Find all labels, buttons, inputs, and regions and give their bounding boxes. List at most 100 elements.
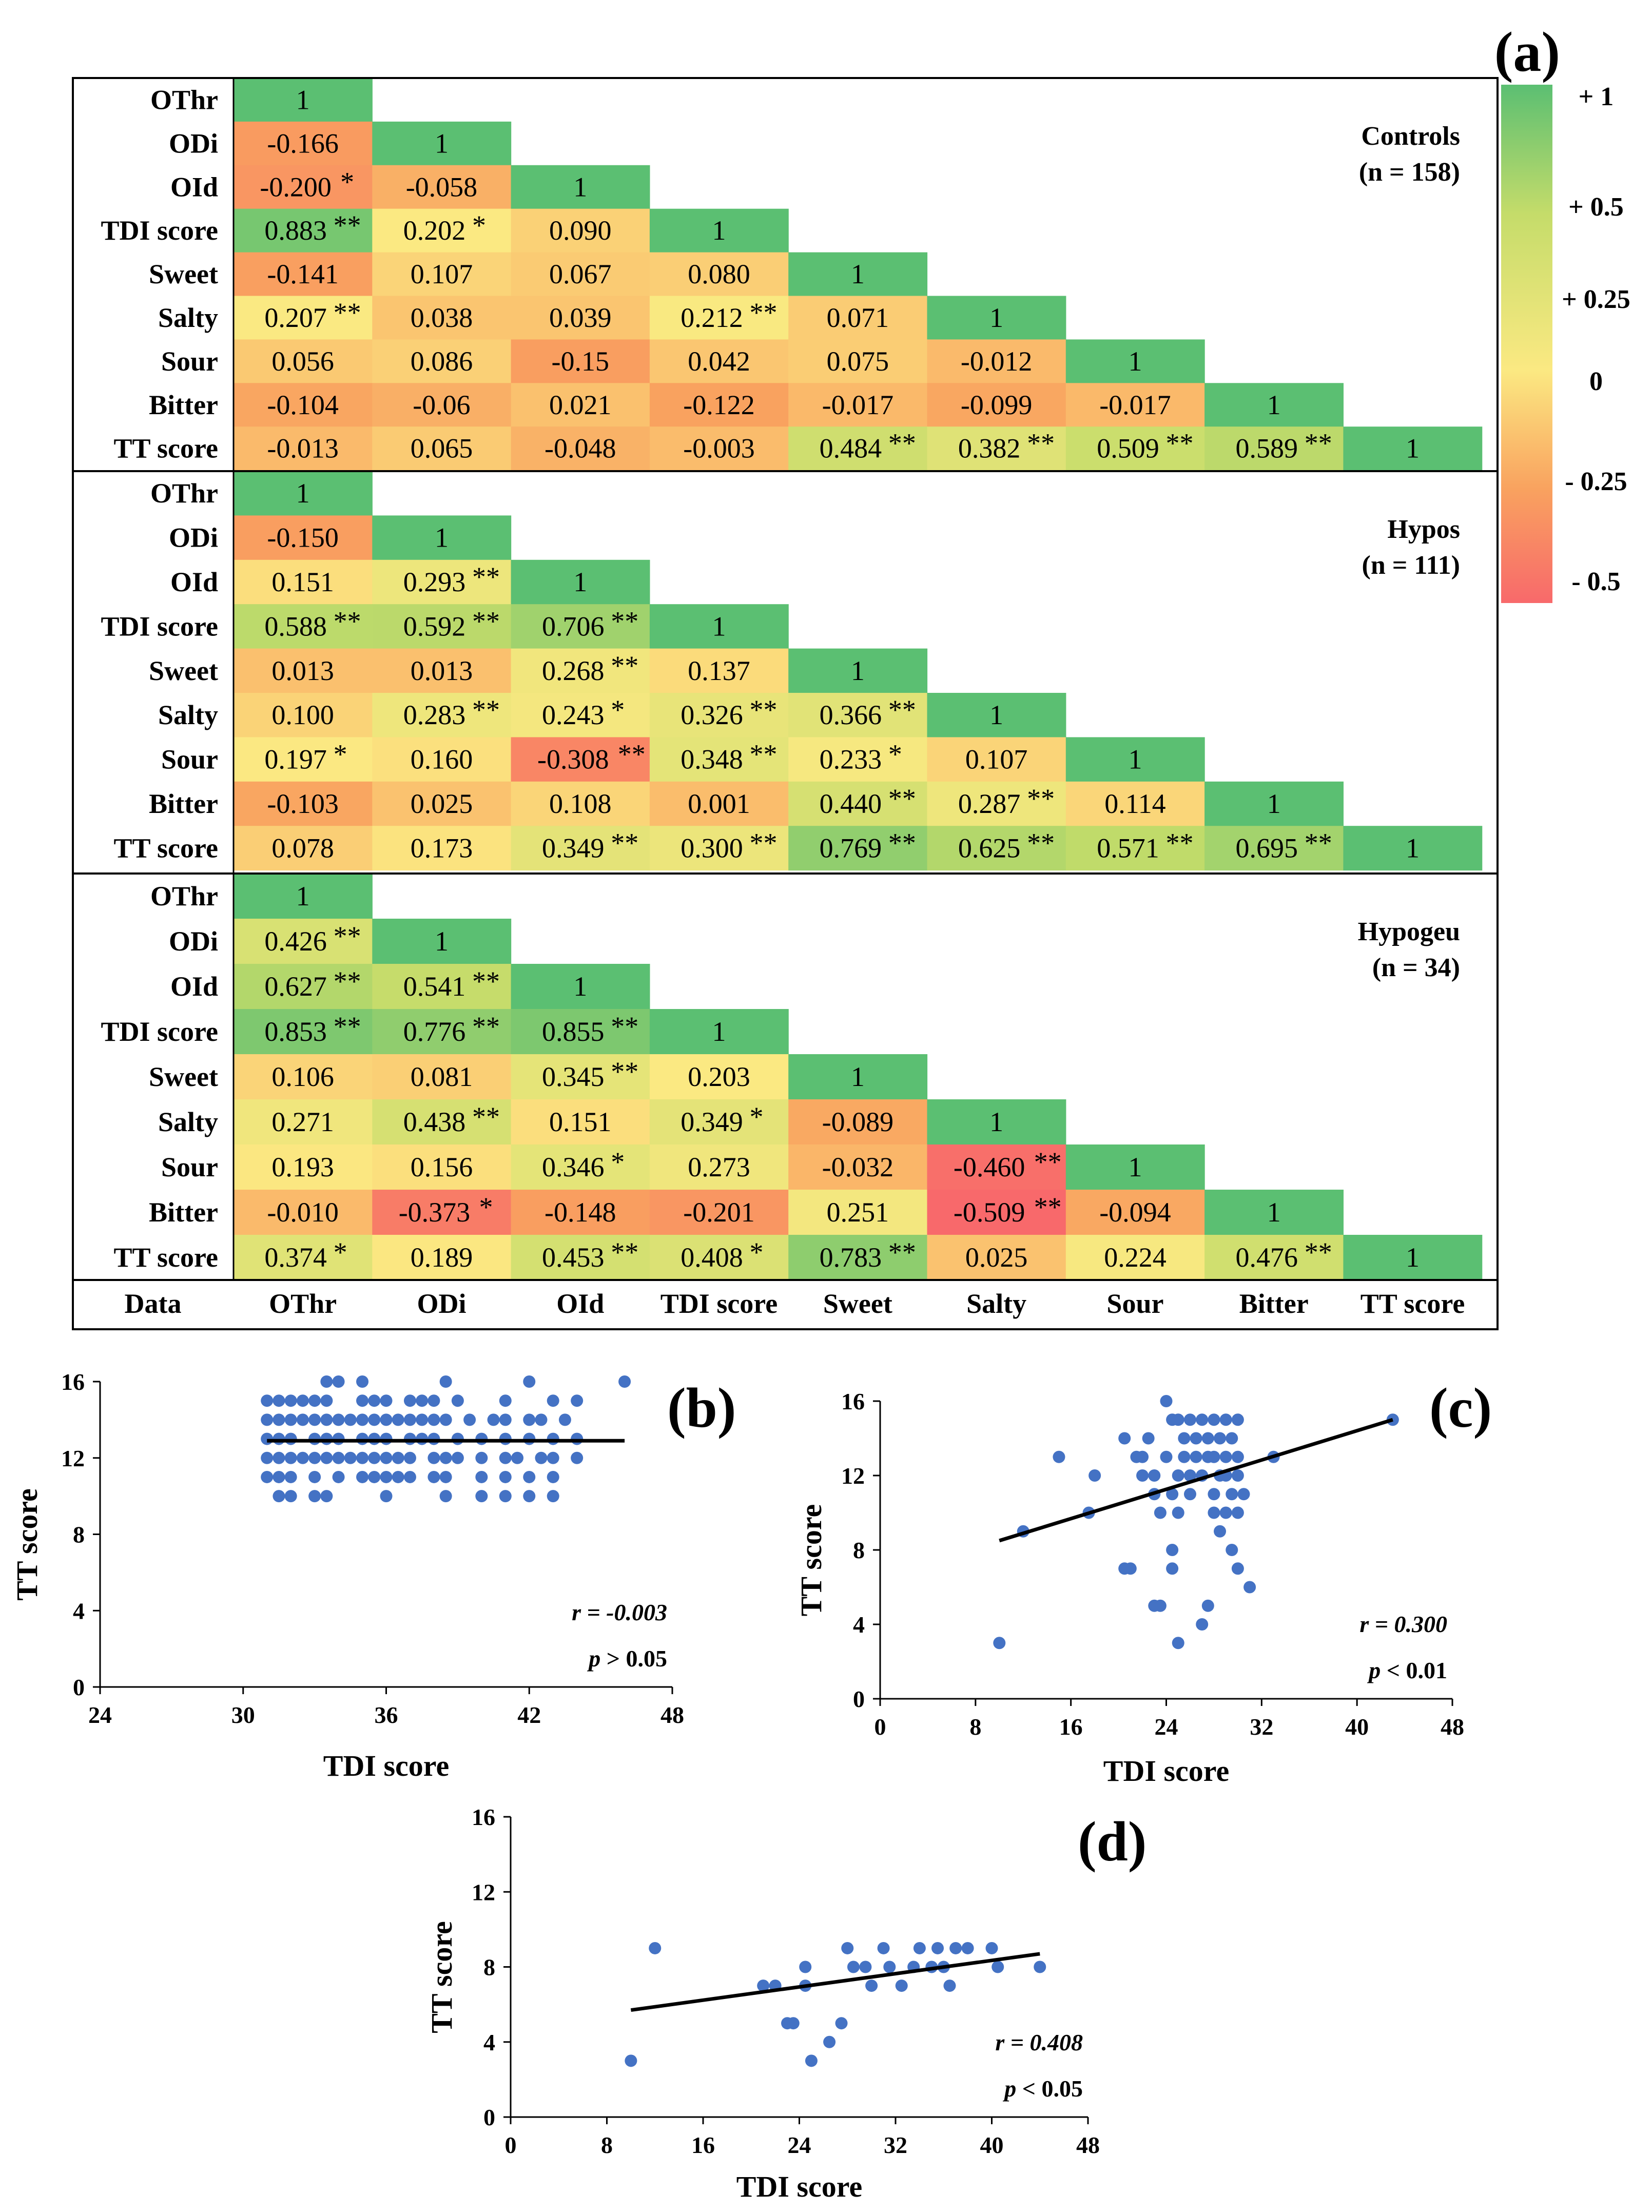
heatmap-cell xyxy=(511,737,650,782)
significance-mark: ** xyxy=(611,1011,638,1042)
heatmap-grid-lines xyxy=(72,77,1499,1330)
data-point xyxy=(403,1413,416,1426)
data-point xyxy=(835,2017,848,2030)
data-point xyxy=(523,1432,536,1445)
column-label: OThr xyxy=(269,1288,337,1319)
data-point xyxy=(439,1470,452,1483)
x-axis-title: TDI score xyxy=(736,2170,862,2203)
significance-mark: ** xyxy=(888,783,916,814)
cell-value: -0.201 xyxy=(683,1197,754,1228)
data-point xyxy=(273,1413,285,1426)
cell-value: -0.373 xyxy=(399,1197,470,1228)
data-point xyxy=(332,1375,345,1388)
heatmap-cell xyxy=(234,471,373,516)
heatmap-cell xyxy=(511,1190,650,1235)
cell-value: -0.104 xyxy=(267,390,338,420)
data-point xyxy=(427,1451,440,1464)
cell-value: 0.156 xyxy=(411,1152,473,1182)
cell-value: 0.776 xyxy=(403,1016,466,1047)
data-point xyxy=(284,1490,297,1503)
x-tick-label: 36 xyxy=(375,1702,398,1728)
heatmap-cell xyxy=(788,1235,928,1280)
heatmap-cell xyxy=(372,919,512,964)
cell-value: 1 xyxy=(712,611,726,642)
row-label: Sweet xyxy=(149,1061,218,1092)
heatmap-cell xyxy=(927,339,1066,383)
heatmap-cell xyxy=(511,693,650,738)
heatmap-cell xyxy=(1065,1235,1205,1280)
cell-value: 0.212 xyxy=(681,302,743,333)
data-point xyxy=(427,1413,440,1426)
data-point xyxy=(993,1637,1006,1650)
data-point xyxy=(427,1394,440,1407)
data-point xyxy=(380,1470,393,1483)
data-point xyxy=(787,2017,800,2030)
row-label: OThr xyxy=(150,84,218,115)
group-name: Controls xyxy=(1361,122,1460,151)
cell-value: -0.017 xyxy=(1099,390,1171,420)
data-point xyxy=(392,1470,404,1483)
data-point xyxy=(1214,1432,1227,1445)
data-point xyxy=(618,1375,631,1388)
y-tick-label: 0 xyxy=(853,1686,865,1712)
heatmap-cell xyxy=(511,1009,650,1055)
data-point xyxy=(1183,1469,1196,1482)
data-point xyxy=(380,1490,393,1503)
row-label: TT score xyxy=(113,1242,218,1273)
data-point xyxy=(558,1413,571,1426)
heatmap-cell xyxy=(1204,826,1344,871)
significance-mark: ** xyxy=(611,606,638,636)
data-point xyxy=(1148,1469,1161,1482)
cell-value: 0.075 xyxy=(827,346,889,377)
significance-mark: ** xyxy=(472,1011,500,1042)
data-point xyxy=(356,1432,369,1445)
heatmap-cell xyxy=(1204,1235,1344,1280)
cell-value: 0.080 xyxy=(688,259,750,289)
cell-value: -0.200 xyxy=(260,171,331,202)
significance-mark: ** xyxy=(888,428,916,459)
x-tick-label: 24 xyxy=(88,1702,112,1728)
heatmap-cell xyxy=(1065,1144,1205,1190)
heatmap-cell xyxy=(372,121,512,166)
data-point xyxy=(356,1470,369,1483)
data-point xyxy=(320,1451,333,1464)
heatmap-cell xyxy=(511,1099,650,1145)
y-tick-label: 8 xyxy=(483,1954,495,1981)
data-point xyxy=(273,1451,285,1464)
panel-label-d: (d) xyxy=(1078,1810,1146,1873)
significance-mark: * xyxy=(611,1147,625,1177)
data-point xyxy=(284,1451,297,1464)
significance-mark: ** xyxy=(334,606,361,636)
data-point xyxy=(1208,1450,1220,1463)
cell-value: -0.013 xyxy=(267,433,338,464)
cell-value: 0.107 xyxy=(965,744,1028,775)
column-label: OId xyxy=(556,1288,604,1319)
data-point xyxy=(416,1432,429,1445)
heatmap-cell xyxy=(511,1054,650,1100)
cell-value: 0.706 xyxy=(542,611,605,642)
heatmap-cell xyxy=(234,252,373,297)
significance-mark: ** xyxy=(618,739,646,770)
cell-value: 1 xyxy=(851,655,865,686)
p-value: p < 0.05 xyxy=(1002,2075,1083,2102)
data-point xyxy=(1231,1469,1244,1482)
data-point xyxy=(1196,1413,1209,1426)
heatmap-cell xyxy=(788,693,928,738)
data-point xyxy=(1226,1432,1238,1445)
heatmap-cell xyxy=(372,737,512,782)
cell-value: 1 xyxy=(435,926,449,957)
heatmap-cell xyxy=(511,648,650,693)
significance-mark: ** xyxy=(611,1056,638,1087)
data-point xyxy=(427,1432,440,1445)
significance-mark: ** xyxy=(1027,827,1055,858)
cell-value: 0.189 xyxy=(411,1242,473,1273)
heatmap-cell xyxy=(788,339,928,383)
significance-mark: * xyxy=(479,1192,493,1223)
cell-value: 1 xyxy=(851,259,865,289)
cell-value: 0.065 xyxy=(411,433,473,464)
cell-value: -0.148 xyxy=(545,1197,616,1228)
data-point xyxy=(1089,1469,1101,1482)
cell-value: 0.440 xyxy=(820,788,882,819)
